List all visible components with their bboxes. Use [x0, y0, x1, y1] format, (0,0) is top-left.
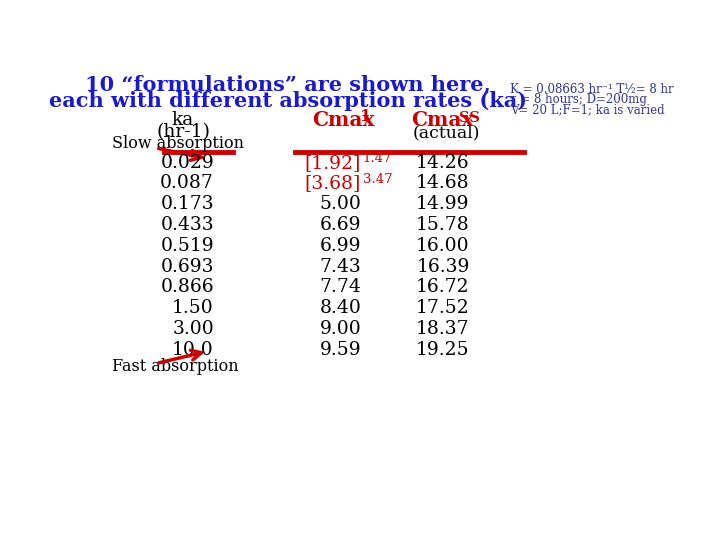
Text: (hr-1): (hr-1): [156, 123, 210, 141]
Text: 1: 1: [360, 108, 371, 125]
Text: Cmax: Cmax: [411, 110, 474, 130]
Text: 14.68: 14.68: [416, 174, 469, 192]
Text: 18.37: 18.37: [416, 320, 469, 338]
Text: SS: SS: [459, 111, 480, 125]
Text: 0.087: 0.087: [160, 174, 214, 192]
Text: ka: ka: [172, 111, 194, 129]
Text: 16.39: 16.39: [416, 258, 469, 275]
Text: 1.47: 1.47: [363, 152, 392, 165]
Text: 10 “formulations” are shown here,: 10 “formulations” are shown here,: [85, 74, 490, 94]
Text: 5.00: 5.00: [320, 195, 361, 213]
Text: 16.72: 16.72: [416, 278, 469, 296]
Text: 1.50: 1.50: [172, 299, 214, 317]
Text: 6.99: 6.99: [320, 237, 361, 255]
Text: 17.52: 17.52: [416, 299, 469, 317]
Text: 14.26: 14.26: [416, 153, 469, 172]
Text: [3.68]: [3.68]: [305, 174, 361, 192]
Text: (actual): (actual): [413, 124, 480, 141]
Text: 3.00: 3.00: [172, 320, 214, 338]
Text: τ = 8 hours; D=200mg: τ = 8 hours; D=200mg: [510, 93, 647, 106]
Text: 0.029: 0.029: [161, 153, 214, 172]
Text: 3.47: 3.47: [363, 173, 392, 186]
Text: 8.40: 8.40: [320, 299, 361, 317]
Text: 19.25: 19.25: [416, 341, 469, 359]
Text: 7.43: 7.43: [320, 258, 361, 275]
Text: 9.59: 9.59: [320, 341, 361, 359]
Text: Slow absorption: Slow absorption: [112, 135, 243, 152]
Text: each with different absorption rates (ka): each with different absorption rates (ka…: [49, 91, 526, 111]
Text: 14.99: 14.99: [416, 195, 469, 213]
Text: V= 20 L;F=1; ka is varied: V= 20 L;F=1; ka is varied: [510, 103, 665, 116]
Text: 0.433: 0.433: [161, 216, 214, 234]
Text: 16.00: 16.00: [416, 237, 469, 255]
Text: 6.69: 6.69: [320, 216, 361, 234]
Text: 7.74: 7.74: [320, 278, 361, 296]
Text: 0.519: 0.519: [161, 237, 214, 255]
Text: 9.00: 9.00: [320, 320, 361, 338]
Text: 15.78: 15.78: [416, 216, 469, 234]
Text: 0.173: 0.173: [161, 195, 214, 213]
Text: K = 0.08663 hr⁻¹ T½= 8 hr: K = 0.08663 hr⁻¹ T½= 8 hr: [510, 83, 674, 96]
Text: 0.866: 0.866: [161, 278, 214, 296]
Text: Cmax: Cmax: [312, 110, 374, 130]
Text: Fast absorption: Fast absorption: [112, 358, 238, 375]
Text: 0.693: 0.693: [161, 258, 214, 275]
Text: 10.0: 10.0: [172, 341, 214, 359]
Text: [1.92]: [1.92]: [305, 153, 361, 172]
